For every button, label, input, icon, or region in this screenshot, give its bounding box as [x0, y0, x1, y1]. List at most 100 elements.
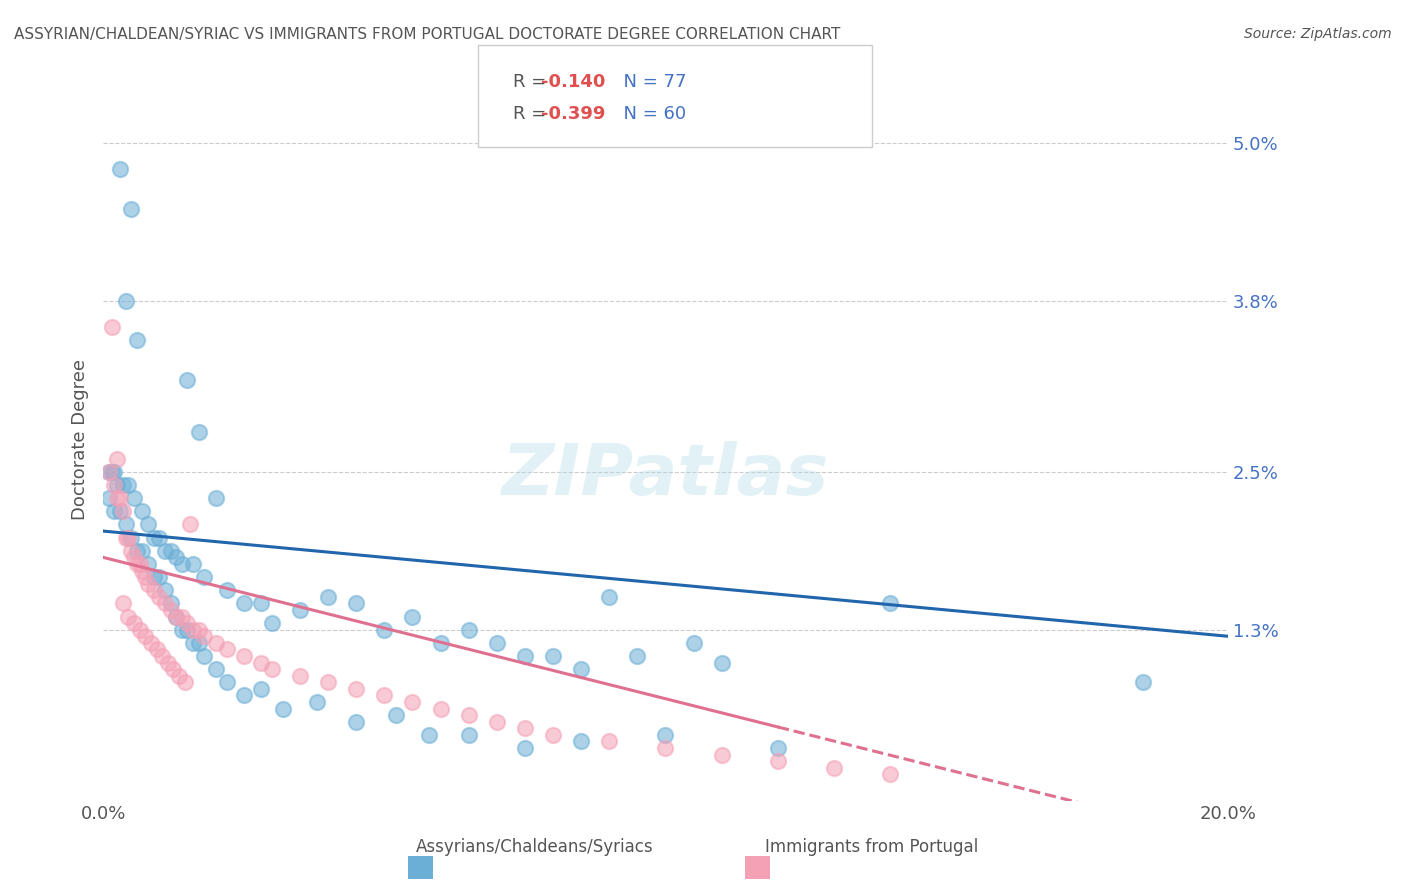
Point [485, 636, 508, 650]
Text: R =: R = [513, 105, 553, 123]
Point [232, 596, 254, 610]
Point [249, 596, 271, 610]
Text: R =: R = [513, 73, 553, 91]
Point [654, 741, 676, 756]
Point [204, 491, 226, 506]
Point [260, 616, 283, 631]
Text: -0.399: -0.399 [541, 105, 606, 123]
Text: Source: ZipAtlas.com: Source: ZipAtlas.com [1244, 27, 1392, 41]
Point [823, 761, 845, 775]
Point [710, 656, 733, 670]
Point [148, 531, 170, 545]
Point [513, 648, 536, 663]
Point [167, 669, 190, 683]
Point [176, 373, 198, 387]
Point [249, 656, 271, 670]
Point [120, 531, 142, 545]
Point [260, 662, 283, 676]
Point [120, 543, 142, 558]
Point [598, 590, 620, 604]
Point [114, 293, 136, 308]
Point [204, 636, 226, 650]
Point [162, 662, 184, 676]
Point [429, 701, 451, 715]
Point [457, 623, 479, 637]
Point [122, 616, 145, 631]
Point [165, 609, 187, 624]
Text: Assyrians/Chaldeans/Syriacs: Assyrians/Chaldeans/Syriacs [415, 838, 654, 856]
Point [457, 728, 479, 742]
Point [879, 767, 901, 781]
Point [181, 557, 204, 571]
Point [97, 465, 120, 479]
Point [232, 648, 254, 663]
Point [145, 642, 167, 657]
Point [170, 623, 193, 637]
Point [134, 629, 156, 643]
Point [136, 576, 159, 591]
Point [153, 583, 176, 598]
Point [117, 478, 139, 492]
Point [165, 609, 187, 624]
Point [128, 557, 150, 571]
Point [100, 465, 122, 479]
Point [271, 701, 294, 715]
Point [344, 714, 367, 729]
Point [401, 695, 423, 709]
Point [344, 596, 367, 610]
Point [139, 636, 162, 650]
Point [569, 662, 592, 676]
Point [316, 590, 339, 604]
Point [766, 741, 789, 756]
Point [165, 550, 187, 565]
Point [148, 570, 170, 584]
Point [232, 689, 254, 703]
Point [108, 504, 131, 518]
Point [103, 465, 125, 479]
Point [125, 557, 148, 571]
Point [288, 603, 311, 617]
Point [193, 570, 215, 584]
Point [105, 491, 128, 506]
Point [187, 425, 209, 440]
Point [103, 478, 125, 492]
Point [111, 596, 134, 610]
Point [108, 162, 131, 177]
Point [131, 564, 153, 578]
Point [117, 609, 139, 624]
Point [131, 543, 153, 558]
Text: -0.140: -0.140 [541, 73, 606, 91]
Point [193, 629, 215, 643]
Text: ASSYRIAN/CHALDEAN/SYRIAC VS IMMIGRANTS FROM PORTUGAL DOCTORATE DEGREE CORRELATIO: ASSYRIAN/CHALDEAN/SYRIAC VS IMMIGRANTS F… [14, 27, 841, 42]
Point [131, 504, 153, 518]
Point [136, 557, 159, 571]
Point [288, 669, 311, 683]
Point [159, 543, 181, 558]
Point [373, 689, 395, 703]
Point [429, 636, 451, 650]
Point [1132, 675, 1154, 690]
Point [128, 623, 150, 637]
Point [159, 596, 181, 610]
Point [215, 583, 238, 598]
Point [142, 583, 165, 598]
Point [122, 491, 145, 506]
Point [170, 609, 193, 624]
Point [181, 623, 204, 637]
Point [156, 656, 179, 670]
Point [187, 636, 209, 650]
Point [97, 491, 120, 506]
Point [541, 728, 564, 742]
Point [204, 662, 226, 676]
Y-axis label: Doctorate Degree: Doctorate Degree [72, 359, 89, 519]
Point [654, 728, 676, 742]
Point [153, 596, 176, 610]
Text: N = 77: N = 77 [612, 73, 686, 91]
Point [485, 714, 508, 729]
Point [373, 623, 395, 637]
Point [148, 590, 170, 604]
Point [418, 728, 440, 742]
Point [105, 451, 128, 466]
Point [305, 695, 328, 709]
Point [215, 642, 238, 657]
